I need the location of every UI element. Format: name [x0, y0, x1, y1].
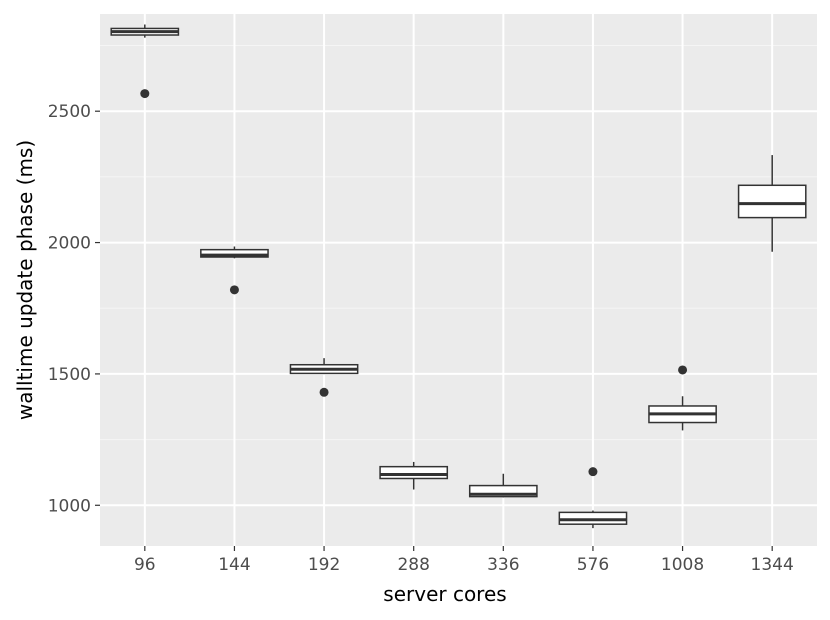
y-tick-label: 2500: [48, 102, 91, 122]
y-tick-label: 1500: [48, 365, 91, 385]
x-tick-label: 96: [134, 555, 156, 575]
box-96: [110, 24, 180, 99]
box-288: [379, 461, 449, 490]
x-tick-label: 336: [487, 555, 519, 575]
x-tick-label: 1344: [751, 555, 794, 575]
outlier-point: [229, 285, 239, 295]
y-axis-title: walltime update phase (ms): [13, 140, 37, 420]
box-iqr: [379, 465, 449, 480]
x-tick-label: 192: [308, 555, 340, 575]
x-axis-title: server cores: [383, 582, 506, 606]
x-tick-label: 288: [397, 555, 429, 575]
box-336: [468, 473, 538, 498]
box-iqr: [200, 248, 269, 258]
y-tick-label: 2000: [48, 234, 91, 254]
box-1344: [737, 155, 807, 252]
plot-panel: [100, 14, 817, 546]
box-series: [110, 24, 807, 529]
box-576: [558, 467, 628, 529]
box-iqr: [737, 184, 807, 219]
box-144: [200, 246, 269, 295]
box-1008: [648, 365, 717, 431]
x-tick-label: 1008: [661, 555, 704, 575]
y-tick-label: 1000: [48, 496, 91, 516]
x-tick-label: 144: [218, 555, 250, 575]
box-iqr: [468, 484, 538, 498]
outlier-point: [319, 387, 329, 397]
outlier-point: [588, 467, 598, 477]
outlier-point: [678, 365, 688, 375]
y-axis: 1000 1500 2000 2500: [48, 102, 100, 516]
major-gridlines: [100, 14, 817, 546]
minor-gridlines: [100, 45, 817, 441]
box-192: [289, 358, 359, 397]
outlier-point: [140, 89, 150, 99]
x-tick-label: 576: [577, 555, 609, 575]
x-axis: 96 144 192 288 336 576 1008 1344: [134, 546, 794, 575]
